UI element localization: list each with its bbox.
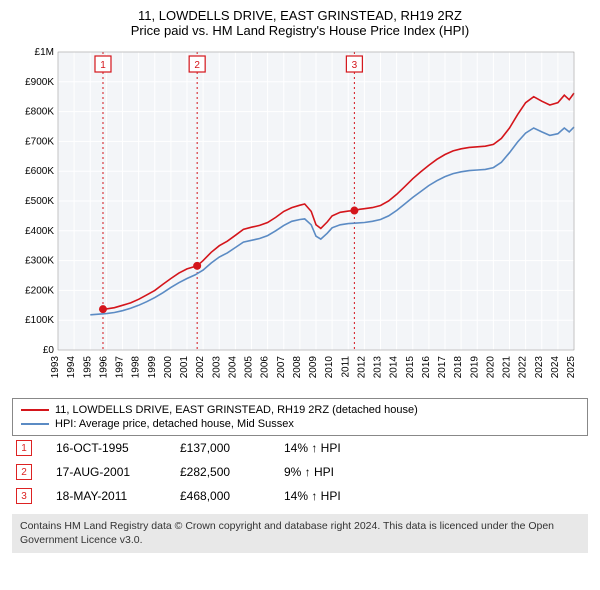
chart-title-1: 11, LOWDELLS DRIVE, EAST GRINSTEAD, RH19… — [12, 8, 588, 23]
legend-item: HPI: Average price, detached house, Mid … — [21, 417, 579, 431]
svg-text:1993: 1993 — [50, 356, 61, 379]
svg-text:£800K: £800K — [25, 107, 54, 118]
sale-date: 17-AUG-2001 — [56, 465, 156, 479]
svg-text:2022: 2022 — [518, 356, 529, 379]
svg-text:2012: 2012 — [356, 356, 367, 379]
legend-label: HPI: Average price, detached house, Mid … — [55, 418, 294, 430]
svg-text:£500K: £500K — [25, 196, 54, 207]
sales-list: 1 16-OCT-1995 £137,000 14% ↑ HPI 2 17-AUG-200… — [12, 436, 588, 508]
svg-text:£700K: £700K — [25, 136, 54, 147]
svg-text:2023: 2023 — [534, 356, 545, 379]
sale-row: 1 16-OCT-1995 £137,000 14% ↑ HPI — [12, 436, 588, 460]
svg-text:£200K: £200K — [25, 285, 54, 296]
line-chart: 1 2 3 £0 £100K £200K £300K £400K £500K £600K £700K… — [12, 44, 588, 394]
svg-text:£1M: £1M — [35, 47, 54, 58]
svg-text:2003: 2003 — [211, 356, 222, 379]
svg-text:£600K: £600K — [25, 166, 54, 177]
svg-text:2016: 2016 — [421, 356, 432, 379]
svg-text:2015: 2015 — [405, 356, 416, 379]
svg-text:2017: 2017 — [437, 356, 448, 379]
svg-text:2002: 2002 — [195, 356, 206, 379]
svg-text:2013: 2013 — [373, 356, 384, 379]
svg-text:2: 2 — [194, 60, 200, 71]
sale-date: 18-MAY-2011 — [56, 489, 156, 503]
chart-title-2: Price paid vs. HM Land Registry's House … — [12, 23, 588, 38]
sale-badge: 1 — [16, 440, 32, 456]
svg-text:2010: 2010 — [324, 356, 335, 379]
attribution-text: Contains HM Land Registry data © Crown c… — [12, 514, 588, 553]
svg-text:1994: 1994 — [66, 356, 77, 379]
svg-text:2001: 2001 — [179, 356, 190, 379]
svg-text:2006: 2006 — [260, 356, 271, 379]
svg-text:1: 1 — [100, 60, 106, 71]
legend-item: 11, LOWDELLS DRIVE, EAST GRINSTEAD, RH19… — [21, 403, 579, 417]
sale-hpi: 9% ↑ HPI — [284, 465, 384, 479]
legend-swatch — [21, 423, 49, 425]
svg-text:2014: 2014 — [389, 356, 400, 379]
svg-text:1998: 1998 — [131, 356, 142, 379]
legend-label: 11, LOWDELLS DRIVE, EAST GRINSTEAD, RH19… — [55, 404, 418, 416]
svg-text:2018: 2018 — [453, 356, 464, 379]
svg-text:2024: 2024 — [550, 356, 561, 379]
sale-price: £282,500 — [180, 465, 260, 479]
svg-text:2021: 2021 — [502, 356, 513, 379]
sale-hpi: 14% ↑ HPI — [284, 489, 384, 503]
svg-text:3: 3 — [352, 60, 358, 71]
svg-text:2009: 2009 — [308, 356, 319, 379]
sale-date: 16-OCT-1995 — [56, 441, 156, 455]
svg-text:2008: 2008 — [292, 356, 303, 379]
sale-row: 2 17-AUG-2001 £282,500 9% ↑ HPI — [12, 460, 588, 484]
svg-text:2011: 2011 — [340, 356, 351, 378]
svg-text:£100K: £100K — [25, 315, 54, 326]
sale-hpi: 14% ↑ HPI — [284, 441, 384, 455]
svg-text:2004: 2004 — [227, 356, 238, 379]
sale-badge: 2 — [16, 464, 32, 480]
legend: 11, LOWDELLS DRIVE, EAST GRINSTEAD, RH19… — [12, 398, 588, 436]
svg-text:£900K: £900K — [25, 77, 54, 88]
svg-text:2000: 2000 — [163, 356, 174, 379]
svg-text:£0: £0 — [43, 345, 55, 356]
sale-badge: 3 — [16, 488, 32, 504]
svg-text:2007: 2007 — [276, 356, 287, 379]
svg-text:2019: 2019 — [469, 356, 480, 379]
sale-price: £137,000 — [180, 441, 260, 455]
sale-price: £468,000 — [180, 489, 260, 503]
svg-text:£300K: £300K — [25, 256, 54, 267]
svg-text:£400K: £400K — [25, 226, 54, 237]
sale-row: 3 18-MAY-2011 £468,000 14% ↑ HPI — [12, 484, 588, 508]
svg-text:2025: 2025 — [566, 356, 577, 379]
svg-text:2020: 2020 — [485, 356, 496, 379]
svg-text:1995: 1995 — [82, 356, 93, 379]
legend-swatch — [21, 409, 49, 411]
svg-text:1996: 1996 — [98, 356, 109, 379]
svg-text:1999: 1999 — [147, 356, 158, 379]
svg-text:2005: 2005 — [244, 356, 255, 379]
svg-text:1997: 1997 — [115, 356, 126, 379]
